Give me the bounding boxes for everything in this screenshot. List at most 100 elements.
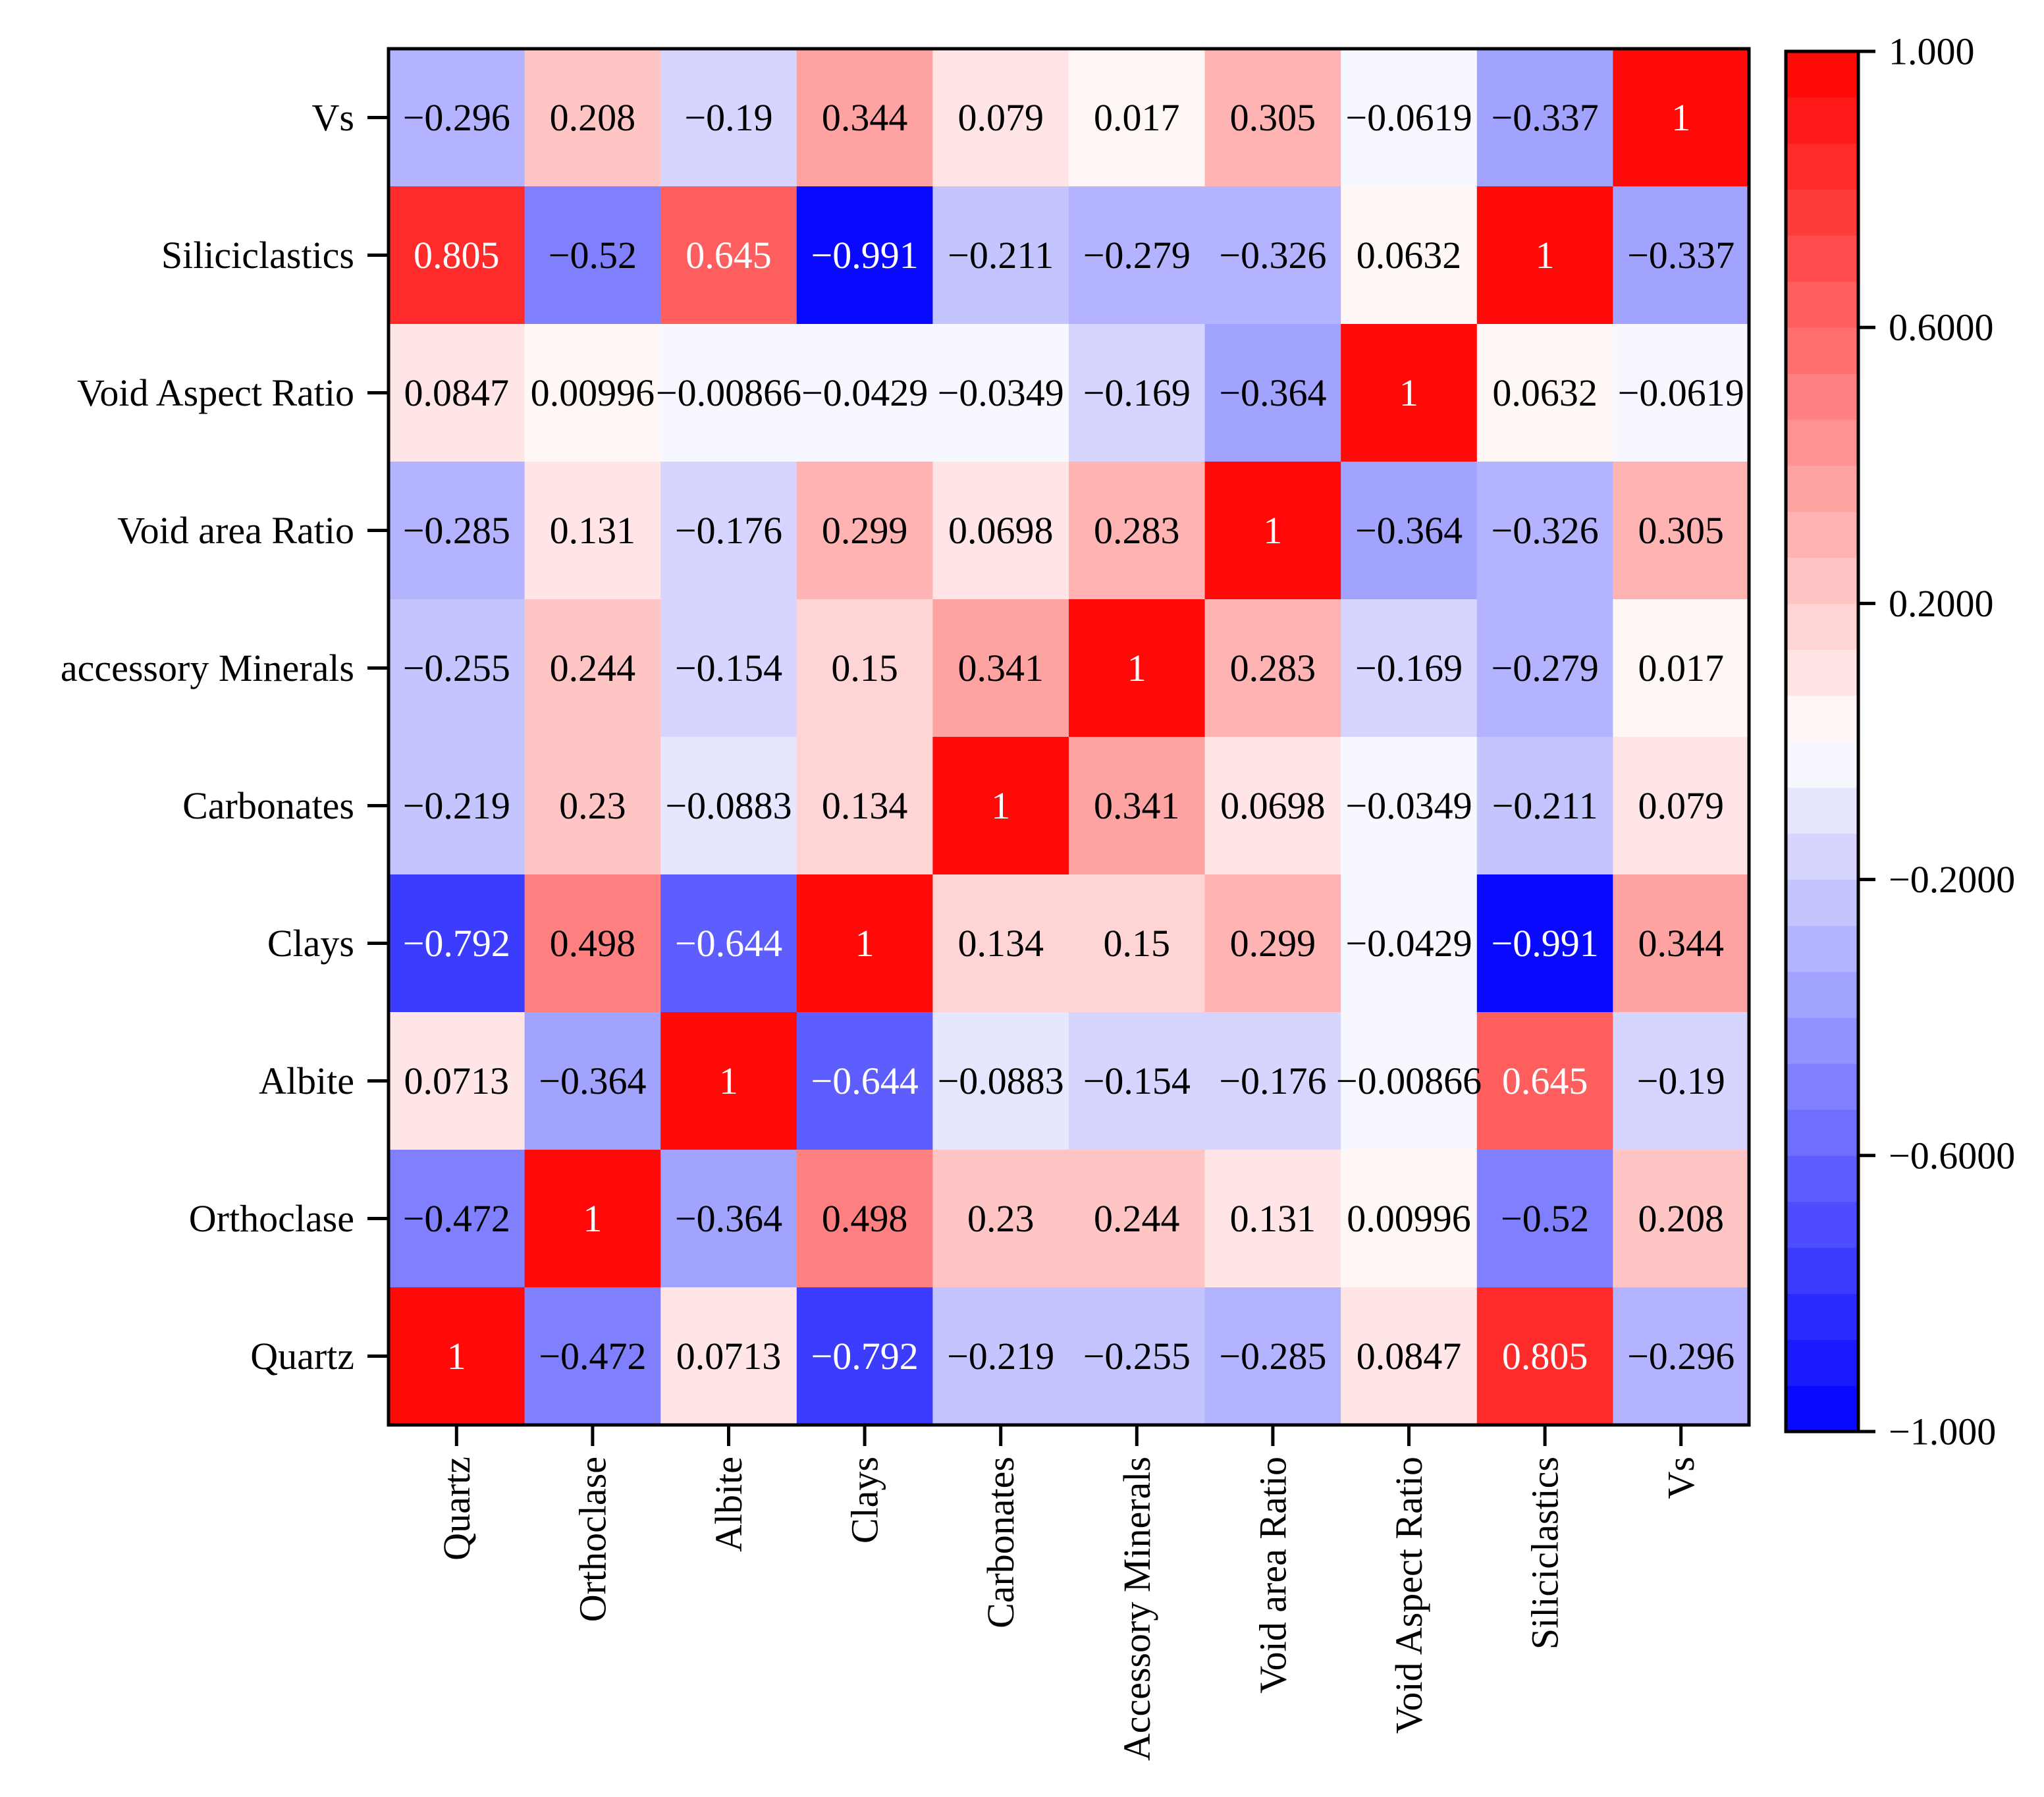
heatmap-cell bbox=[796, 1150, 933, 1288]
heatmap-cell bbox=[1204, 737, 1341, 875]
cell-value-label: −0.326 bbox=[1219, 234, 1326, 277]
heatmap-cell bbox=[796, 1012, 933, 1150]
cell-value-label: 0.299 bbox=[822, 509, 908, 552]
cell-value-label: −0.364 bbox=[1355, 509, 1463, 552]
x-tick-label: Albite bbox=[707, 1457, 750, 1552]
cell-value-label: −0.211 bbox=[948, 234, 1054, 277]
heatmap-cell bbox=[1476, 1287, 1613, 1426]
colorbar-band bbox=[1786, 1017, 1858, 1064]
heatmap-cell bbox=[660, 599, 797, 738]
heatmap-cell bbox=[524, 324, 661, 462]
cell-value-label: −0.0619 bbox=[1618, 371, 1744, 414]
heatmap-cell bbox=[524, 599, 661, 738]
heatmap-cell bbox=[1204, 1287, 1341, 1426]
heatmap-cell bbox=[1069, 1012, 1206, 1150]
heatmap-cell bbox=[1341, 186, 1478, 325]
heatmap-cell bbox=[932, 49, 1069, 187]
cell-value-label: 0.0698 bbox=[948, 509, 1054, 552]
cell-value-label: 0.0847 bbox=[404, 371, 510, 414]
heatmap-cell bbox=[1069, 49, 1206, 187]
cell-value-label: 0.645 bbox=[686, 234, 772, 277]
heatmap-cell bbox=[932, 324, 1069, 462]
heatmap-cell bbox=[1613, 1012, 1750, 1150]
heatmap-cell bbox=[1476, 1150, 1613, 1288]
colorbar-band bbox=[1786, 833, 1858, 880]
heatmap-cell bbox=[389, 1150, 525, 1288]
heatmap-cell bbox=[1069, 599, 1206, 738]
colorbar-band bbox=[1786, 971, 1858, 1018]
cell-value-label: 1 bbox=[1671, 96, 1690, 139]
heatmap-cell bbox=[524, 1150, 661, 1288]
heatmap-cell bbox=[796, 186, 933, 325]
colorbar-band bbox=[1786, 373, 1858, 420]
heatmap-cell bbox=[932, 1012, 1069, 1150]
x-tick-label: Carbonates bbox=[979, 1457, 1022, 1628]
colorbar-band bbox=[1786, 235, 1858, 282]
x-tick-label: Clays bbox=[844, 1457, 886, 1543]
colorbar-band bbox=[1786, 1109, 1858, 1156]
cell-value-label: 0.341 bbox=[1094, 784, 1180, 827]
cell-value-label: 0.0847 bbox=[1357, 1335, 1462, 1378]
heatmap-cell bbox=[1476, 1012, 1613, 1150]
cell-value-label: 1 bbox=[1127, 647, 1146, 689]
heatmap-cell bbox=[389, 186, 525, 325]
cell-value-label: 0.23 bbox=[559, 784, 626, 827]
cell-value-label: 0.0713 bbox=[404, 1059, 510, 1102]
cell-value-label: 0.131 bbox=[1230, 1197, 1316, 1240]
cell-value-label: −0.285 bbox=[403, 509, 510, 552]
colorbar-tick-label: −1.000 bbox=[1889, 1410, 1996, 1453]
cell-value-label: 0.805 bbox=[414, 234, 500, 277]
heatmap-cell bbox=[389, 1287, 525, 1426]
heatmap-cell bbox=[1204, 874, 1341, 1013]
cell-value-label: 0.344 bbox=[822, 96, 908, 139]
heatmap-cell bbox=[1476, 462, 1613, 600]
heatmap-cell bbox=[1341, 1287, 1478, 1426]
heatmap-cell bbox=[1613, 1287, 1750, 1426]
cell-value-label: −0.169 bbox=[1083, 371, 1191, 414]
colorbar-tick-label: −0.2000 bbox=[1889, 858, 2015, 901]
colorbar-band bbox=[1786, 695, 1858, 742]
heatmap-cell bbox=[389, 737, 525, 875]
x-tick-label: Orthoclase bbox=[571, 1457, 614, 1622]
heatmap-cell bbox=[660, 324, 797, 462]
heatmap-cell bbox=[1069, 462, 1206, 600]
cell-value-label: 0.131 bbox=[550, 509, 636, 552]
cell-value-label: 1 bbox=[583, 1197, 602, 1240]
heatmap-cell bbox=[660, 1287, 797, 1426]
colorbar-frame bbox=[1784, 49, 1860, 1434]
heatmap-cell bbox=[796, 324, 933, 462]
heatmap-cell bbox=[1204, 462, 1341, 600]
heatmap-cell bbox=[660, 49, 797, 187]
cell-value-label: −0.52 bbox=[549, 234, 637, 277]
cell-value-label: 0.017 bbox=[1094, 96, 1180, 139]
cell-value-label: −0.52 bbox=[1501, 1197, 1589, 1240]
cell-value-label: 0.299 bbox=[1230, 922, 1316, 965]
colorbar-band bbox=[1786, 603, 1858, 650]
cell-value-label: 0.645 bbox=[1502, 1059, 1588, 1102]
heatmap-cell bbox=[796, 874, 933, 1013]
cell-value-label: −0.255 bbox=[403, 647, 510, 689]
cell-value-label: −0.0883 bbox=[938, 1059, 1064, 1102]
colorbar-band bbox=[1786, 1201, 1858, 1248]
y-tick-label: Void area Ratio bbox=[117, 509, 354, 552]
heatmap-cell bbox=[1341, 737, 1478, 875]
heatmap-cell bbox=[932, 1287, 1069, 1426]
cell-value-label: 0.208 bbox=[1638, 1197, 1724, 1240]
cell-value-label: −0.279 bbox=[1083, 234, 1191, 277]
heatmap-cell bbox=[1069, 1150, 1206, 1288]
colorbar-band bbox=[1786, 1339, 1858, 1386]
heatmap-cell bbox=[1204, 1150, 1341, 1288]
heatmap-cell bbox=[796, 599, 933, 738]
heatmap-cell bbox=[1341, 599, 1478, 738]
heatmap-cell bbox=[1069, 324, 1206, 462]
y-axis: Vs Siliciclastics Void Aspect Ratio Void ar… bbox=[61, 96, 389, 1378]
colorbar-band bbox=[1786, 419, 1858, 466]
cell-value-label: 0.0698 bbox=[1220, 784, 1326, 827]
cell-value-label: 0.305 bbox=[1230, 96, 1316, 139]
heatmap-cell bbox=[389, 462, 525, 600]
cell-value-label: −0.154 bbox=[1083, 1059, 1191, 1102]
cell-value-label: −0.0429 bbox=[1345, 922, 1472, 965]
y-tick-label: Clays bbox=[267, 922, 354, 965]
heatmap-cell bbox=[932, 1150, 1069, 1288]
